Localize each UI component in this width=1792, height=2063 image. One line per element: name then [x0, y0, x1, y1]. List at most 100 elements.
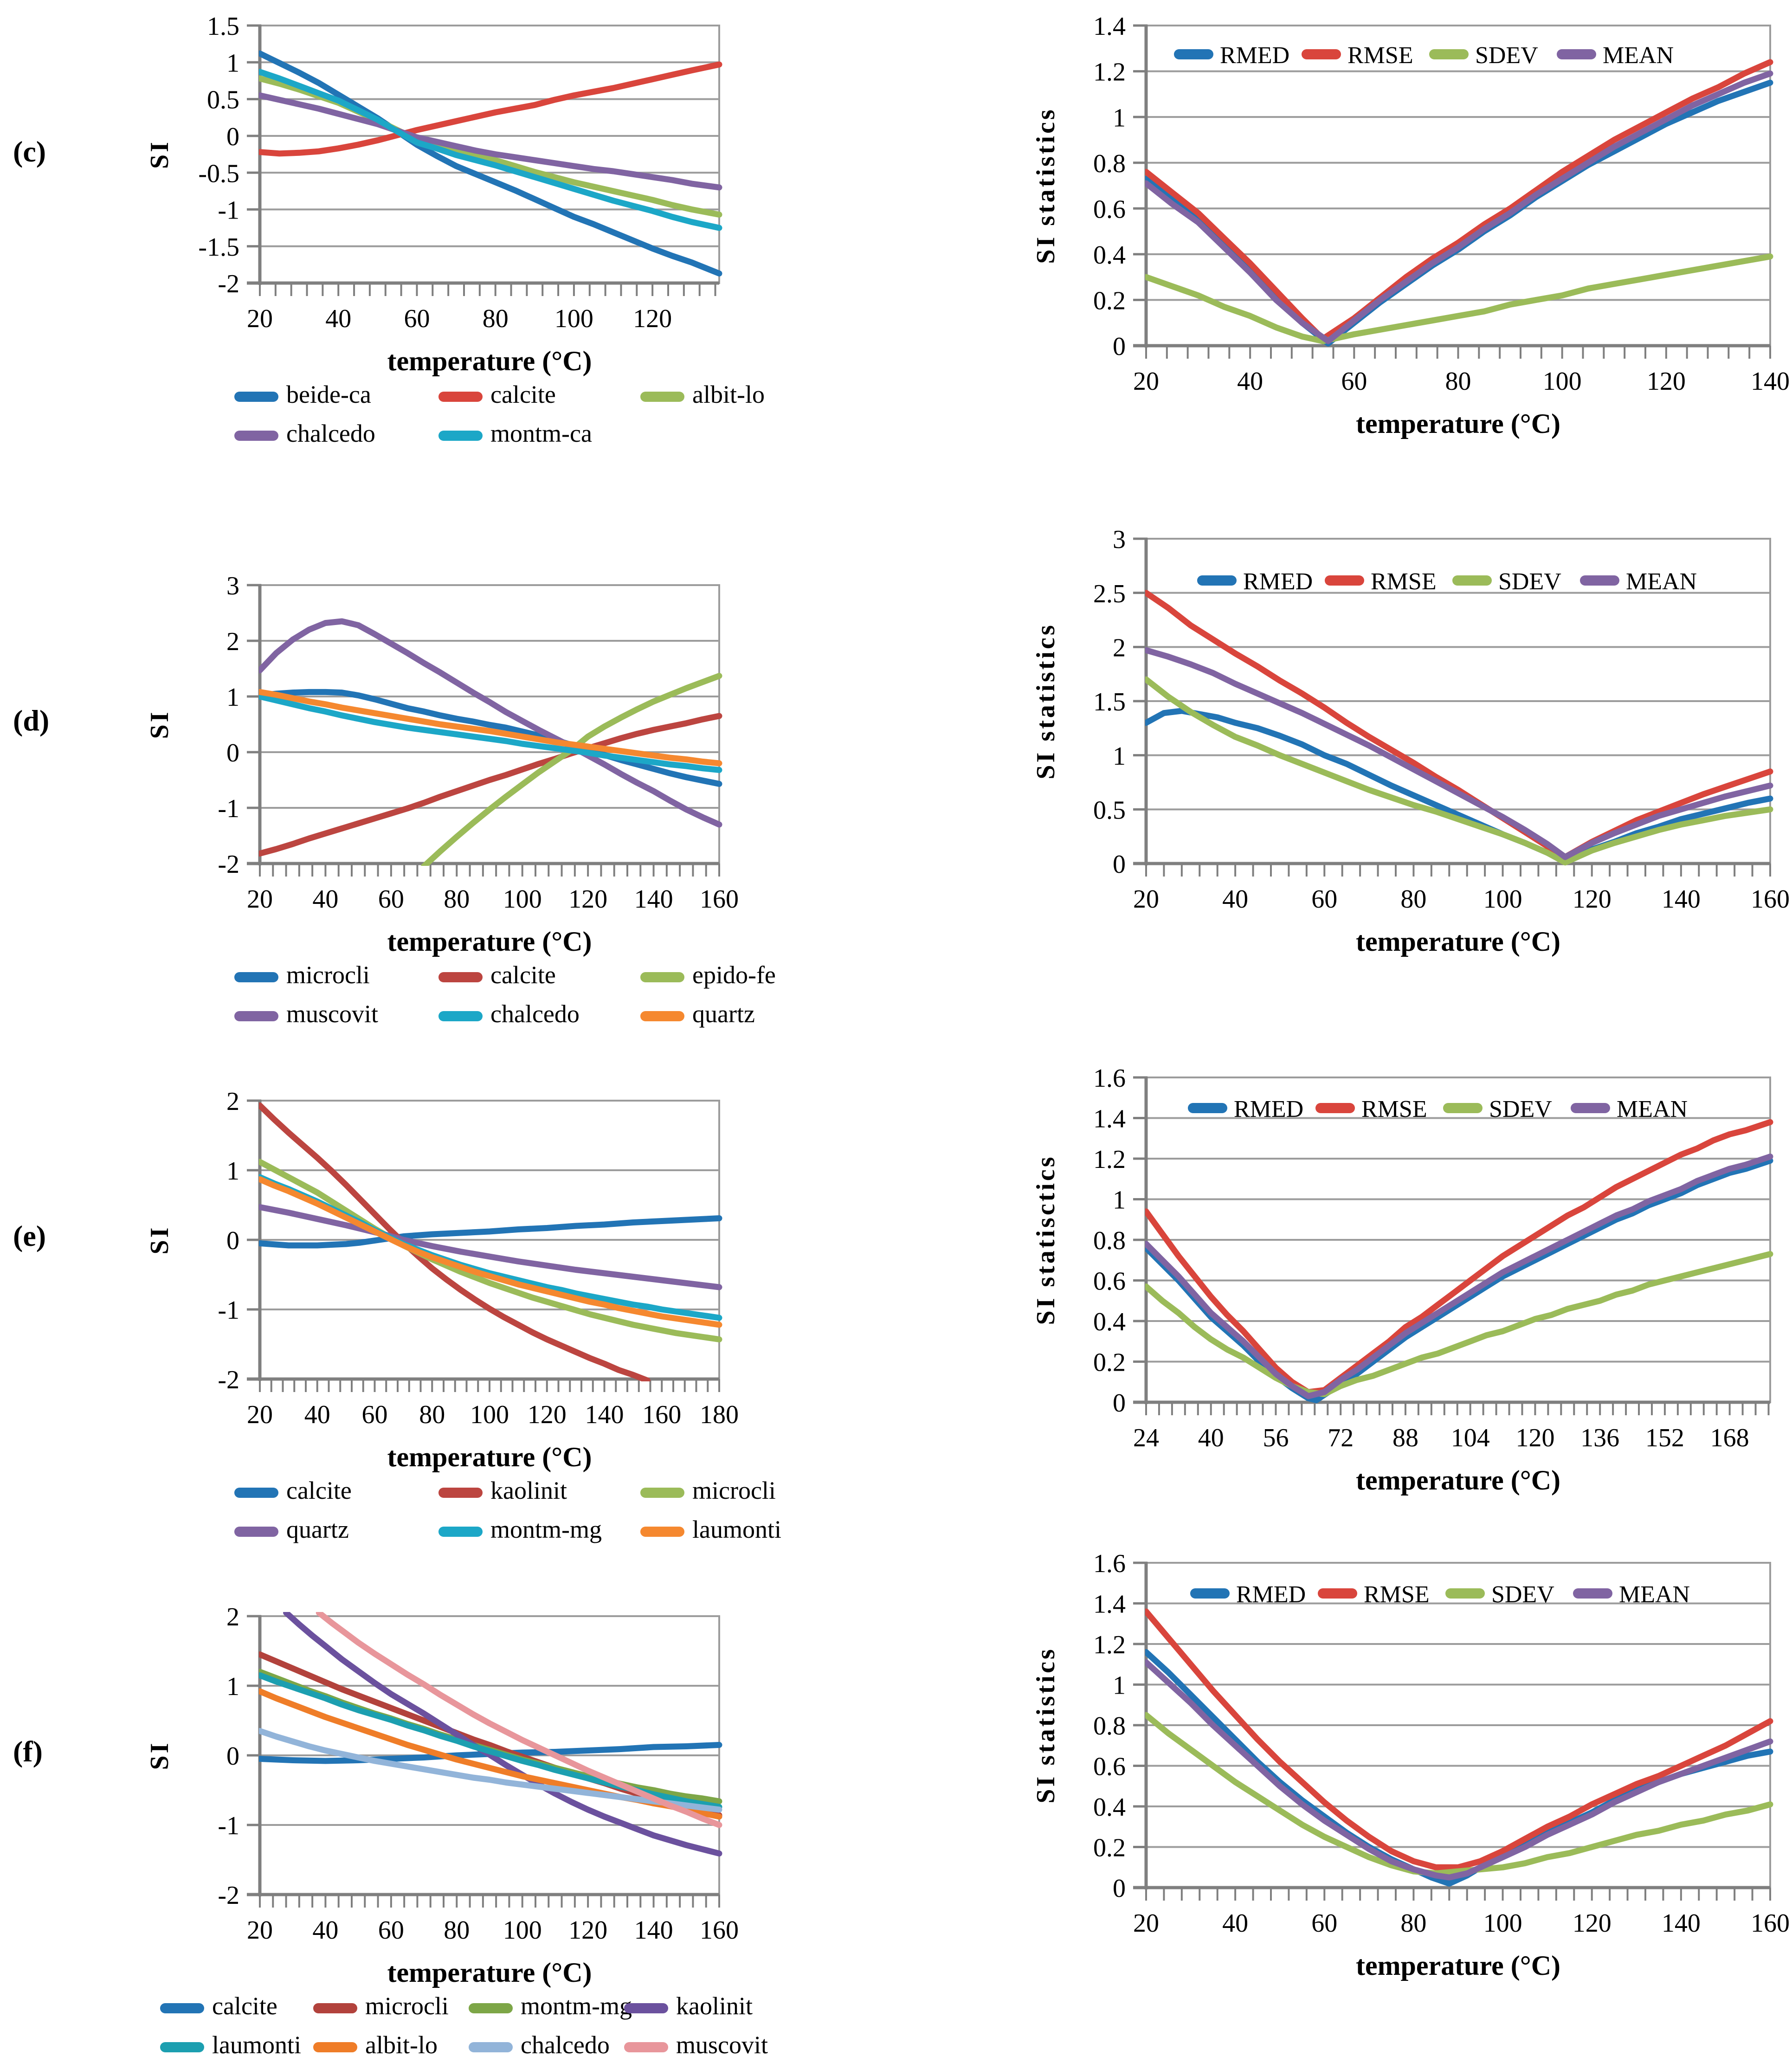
legend-item-chalcedo: chalcedo [234, 419, 375, 447]
chart-canvas: 3 2 1 0 -1 -2 20 40 60 80 100 120 140 160 temperature … [145, 572, 776, 1028]
legend-item-MEAN: MEAN [1571, 1096, 1688, 1122]
legend-label: quartz [692, 1000, 755, 1028]
legend-label: chalcedo [521, 2031, 610, 2059]
x-tick-label: 80 [444, 1916, 470, 1945]
x-tick-label: 104 [1451, 1424, 1490, 1452]
legend-label: MEAN [1603, 42, 1674, 69]
legend-label: RMED [1243, 568, 1313, 595]
x-tick-label: 120 [1573, 885, 1612, 914]
y-tick-label: 1.4 [1093, 1590, 1126, 1619]
legend-item-chalcedo: chalcedo [438, 1000, 580, 1028]
legend-marker [1443, 1103, 1483, 1113]
y-tick-label: -2 [218, 270, 239, 298]
y-tick-label: 2.5 [1093, 580, 1126, 608]
legend-marker [234, 1011, 278, 1021]
x-tick-label: 120 [1515, 1424, 1554, 1452]
y-tick-label: -1 [218, 196, 239, 225]
y-axis-title: SI statistics [1031, 107, 1060, 264]
series-group [259, 1612, 722, 1857]
legend-label: RMSE [1347, 42, 1413, 69]
x-axis: 20 40 60 80 100 120 140 [1133, 344, 1790, 396]
legend-item-calcite: calcite [234, 1476, 352, 1504]
y-tick-label: 0.8 [1093, 1712, 1126, 1741]
legend-marker [640, 392, 684, 402]
legend-marker [640, 1527, 684, 1537]
legend-label: chalcedo [286, 419, 375, 447]
y-tick-label: 3 [1113, 525, 1126, 554]
x-tick-label: 20 [1133, 885, 1159, 914]
series-group [1145, 1608, 1773, 1887]
y-tick-label: 1 [226, 49, 239, 77]
series-SDEV [1145, 676, 1773, 866]
series-RMED [1145, 708, 1773, 864]
y-tick-label: -1 [218, 1812, 239, 1840]
legend-label: microcli [365, 1992, 449, 2020]
y-tick-label: -2 [218, 1366, 239, 1394]
legend-item-albit-lo: albit-lo [640, 380, 765, 408]
x-tick-label: 40 [312, 885, 338, 914]
legend-marker [234, 392, 278, 402]
y-axis: 1.6 1.4 1.2 1 0.8 0.6 0.4 0.2 0 [1093, 1064, 1148, 1418]
x-tick-label: 160 [700, 885, 739, 914]
x-tick-label: 100 [1543, 367, 1582, 396]
legend-label: chalcedo [490, 1000, 580, 1028]
legend-marker [234, 1488, 278, 1498]
legend-marker [438, 1527, 483, 1537]
y-axis-title: SI statistics [1031, 1647, 1060, 1803]
series-RMSE [1145, 1608, 1773, 1870]
legend-marker [438, 392, 483, 402]
x-tick-label: 40 [304, 1400, 330, 1429]
legend-marker [1174, 49, 1213, 59]
legend-label: montm-mg [490, 1515, 602, 1543]
legend-item-laumonti: laumonti [160, 2031, 301, 2059]
legend-label: microcli [286, 961, 370, 989]
row-c: (c) 1.5 1 0.5 0 -0.5 -1 -1.5 -2 20 40 60 80 100 120 te… [0, 0, 1792, 516]
y-axis: 1.4 1.2 1 0.8 0.6 0.4 0.2 0 [1093, 12, 1148, 361]
x-tick-label: 100 [1483, 885, 1522, 914]
y-tick-label: 1.5 [1093, 688, 1126, 716]
legend-label: laumonti [692, 1515, 781, 1543]
legend-label: RMSE [1371, 568, 1437, 595]
x-axis: 20 40 60 80 100 120 140 160 [247, 1893, 739, 1945]
x-tick-label: 60 [1311, 885, 1337, 914]
row-d: (d) 3 2 1 0 -1 -2 20 40 60 80 100 120 140 160 temperat… [0, 516, 1792, 1032]
x-tick-label: 120 [1573, 1909, 1612, 1938]
legend-label: montm-ca [490, 419, 592, 447]
legend-item-kaolinit: kaolinit [438, 1476, 567, 1504]
legend-marker [469, 2042, 513, 2052]
x-tick-label: 100 [554, 304, 593, 333]
x-tick-label: 20 [247, 885, 273, 914]
legend-marker [160, 2003, 204, 2013]
series-MEAN [1145, 647, 1773, 860]
chart-d-right: 3 2.5 2 1.5 1 0.5 0 20 40 60 80 100 120 140 160 tempera… [0, 516, 1792, 1032]
x-tick-label: 140 [634, 885, 673, 914]
x-tick-label: 160 [1751, 885, 1790, 914]
chart-f-left: 2 1 0 -1 -2 20 40 60 80 100 120 140 160 temperature (… [0, 1547, 1792, 2063]
legend-item-chalcedo: chalcedo [469, 2031, 610, 2059]
y-tick-label: 0 [226, 1226, 239, 1255]
legend-item-MEAN: MEAN [1573, 1581, 1690, 1608]
legend-item-muscovit: muscovit [234, 1000, 378, 1028]
x-tick-label: 60 [1311, 1909, 1337, 1938]
x-tick-label: 24 [1133, 1424, 1159, 1452]
legend-marker [1190, 1588, 1230, 1599]
series-chalcedo [259, 92, 722, 191]
legend-label: RMED [1220, 42, 1289, 69]
legend-item-beide-ca: beide-ca [234, 380, 371, 408]
series-chalcedo [259, 1728, 722, 1813]
y-tick-label: 0 [226, 739, 239, 767]
legend-label: MEAN [1619, 1581, 1690, 1608]
x-tick-label: 80 [419, 1400, 445, 1429]
legend-item-SDEV: SDEV [1443, 1096, 1552, 1122]
legend-label: muscovit [286, 1000, 378, 1028]
legend-marker [1325, 575, 1364, 586]
x-tick-label: 120 [633, 304, 672, 333]
legend-item-montm-ca: montm-ca [438, 419, 592, 447]
x-axis: 24 40 56 72 88 104 120 136 152 168 [1133, 1400, 1770, 1452]
x-tick-label: 140 [585, 1400, 624, 1429]
legend-item-RMSE: RMSE [1315, 1096, 1427, 1122]
legend-marker [313, 2003, 357, 2013]
legend-label: calcite [286, 1476, 352, 1504]
chart-canvas: 1.5 1 0.5 0 -0.5 -1 -1.5 -2 20 40 60 80 100 120 temper… [145, 12, 765, 447]
legend-marker [1573, 1588, 1612, 1599]
